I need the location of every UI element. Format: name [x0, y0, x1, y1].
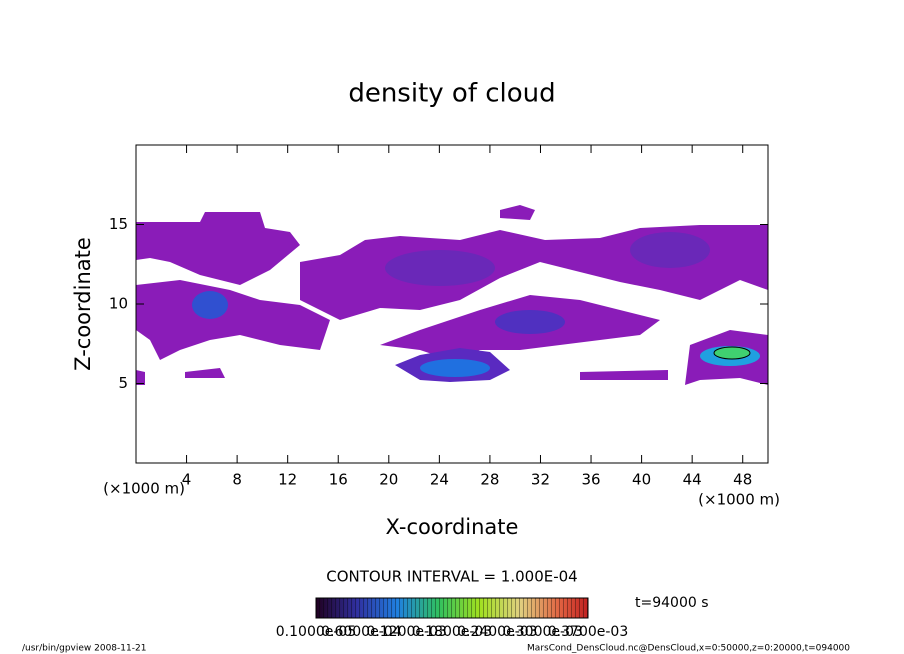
chart-title: density of cloud	[348, 79, 555, 109]
colorbar-label: 0.2400e-03	[457, 624, 537, 640]
x-tick-label: 24	[430, 471, 449, 489]
colorbar-label: 0.1200e-03	[366, 624, 446, 640]
colorbar-stripes	[316, 598, 588, 618]
x-tick-label: 36	[581, 471, 600, 489]
colorbar-label: 0.1800e-03	[412, 624, 492, 640]
contour-interval: CONTOUR INTERVAL = 1.000E-04	[326, 568, 577, 586]
footer-right: MarsCond_DensCloud.nc@DensCloud,x=0:5000…	[527, 644, 850, 654]
colorbar-label: 0.3700e-03	[548, 624, 628, 640]
x-unit-label: (×1000 m)	[698, 491, 780, 509]
x-tick-label: 28	[480, 471, 499, 489]
colorbar-label: 0.6000e-04	[321, 624, 402, 640]
x-tick-label: 4	[182, 471, 192, 489]
footer-left: /usr/bin/gpview 2008-11-21	[22, 644, 146, 654]
colorbar-label: 0.1000e-05	[276, 624, 356, 640]
x-tick-label: 48	[733, 471, 752, 489]
x-tick-label: 40	[632, 471, 651, 489]
x-axis-label: X-coordinate	[386, 515, 519, 539]
time-label: t=94000 s	[635, 595, 709, 611]
y-tick-label: 10	[109, 295, 128, 313]
y-tick-label: 5	[118, 374, 128, 392]
x-tick-label: 20	[379, 471, 398, 489]
x-tick-label: 12	[278, 471, 297, 489]
cloud-field	[136, 205, 768, 385]
x-tick-label: 32	[531, 471, 550, 489]
y-tick-label: 15	[109, 215, 128, 233]
x-unit-label: (×1000 m)	[103, 480, 185, 498]
x-tick-label: 44	[683, 471, 702, 489]
colorbar-label: 0.3000e-03	[502, 624, 582, 640]
y-axis-label: Z-coordinate	[71, 237, 95, 371]
x-tick-label: 8	[232, 471, 242, 489]
x-tick-label: 16	[329, 471, 348, 489]
